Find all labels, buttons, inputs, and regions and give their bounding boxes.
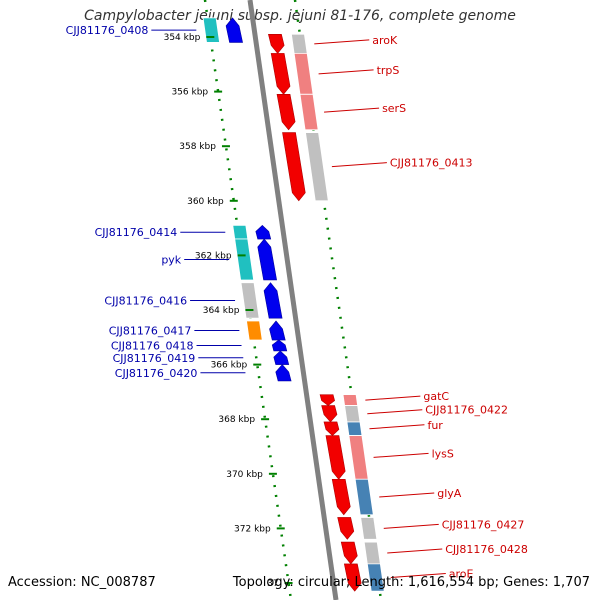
label-leader-line [331, 162, 387, 168]
feature-bar [342, 394, 359, 406]
gene-label-aroe: aroE [449, 568, 474, 581]
tick-marks: 354 kbp 356 kbp 358 kbp 360 kbp 362 kbp 364 k… [164, 33, 293, 589]
backbone-line [247, 0, 339, 600]
tick-label: 360 kbp [187, 197, 224, 207]
tick-label: 364 kbp [203, 306, 240, 316]
gene-label-lyss: lysS [432, 447, 454, 460]
accession-text: Accession: NC_008787 [8, 575, 156, 590]
left-dotted-line [203, 0, 293, 600]
gene-label-arok: aroK [372, 34, 398, 47]
gene-label-cjj81176-0428: CJJ81176_0428 [445, 543, 528, 556]
feature-bar [366, 563, 385, 592]
feature-bar [363, 541, 381, 565]
genome-summary-text: Topology: circular; Length: 1,616,554 bp… [232, 575, 590, 590]
gene-label-cjj81176-0417: CJJ81176_0417 [109, 324, 192, 337]
label-leader-line [373, 452, 429, 458]
label-leader-line [314, 39, 370, 45]
tick-label: 362 kbp [195, 251, 232, 261]
label-leader-line [367, 409, 423, 415]
gene-label-sers: serS [382, 102, 406, 115]
gene-label-cjj81176-0414: CJJ81176_0414 [95, 226, 178, 239]
gene-label-glya: glyA [437, 487, 462, 500]
gene-arrows [225, 17, 362, 592]
tick-label: 358 kbp [179, 142, 216, 152]
label-leader-line [390, 573, 446, 579]
feature-bar [344, 405, 361, 423]
tick-label: 368 kbp [218, 415, 255, 425]
tick-label: 366 kbp [211, 361, 248, 371]
gene-arrow-cjj81176-0418 [271, 339, 288, 352]
gene-label-pyk: pyk [161, 253, 181, 266]
tick-label: 372 kbp [234, 524, 271, 534]
gene-arrow-sers [276, 94, 296, 131]
label-leader-line [383, 523, 439, 529]
label-leader-line [387, 548, 443, 554]
gene-label-cjj81176-0418: CJJ81176_0418 [111, 339, 194, 352]
gene-arrow-lyss [325, 435, 346, 480]
gene-arrow-cjj81176-0420 [275, 364, 292, 382]
gene-arrow-cjj81176-0416 [263, 282, 283, 319]
gene-label-cjj81176-0427: CJJ81176_0427 [442, 518, 525, 531]
gene-arrow-cjj81176-0414 [255, 224, 272, 240]
gene-label-cjj81176-0413: CJJ81176_0413 [390, 157, 473, 170]
gene-label-cjj81176-0416: CJJ81176_0416 [104, 294, 187, 307]
gene-label-cjj81176-0419: CJJ81176_0419 [113, 352, 196, 365]
gene-arrow-cjj81176-0413 [282, 132, 306, 202]
gene-label-gatc: gatC [423, 390, 449, 403]
feature-bar [305, 132, 329, 202]
gene-arrow-trps [270, 53, 291, 95]
feature-bar [246, 320, 263, 341]
label-leader-line [365, 395, 421, 401]
gene-arrow-aroe [343, 563, 362, 592]
gene-arrow-pyk [257, 238, 277, 281]
gene-label-fur: fur [427, 419, 443, 432]
tick-label: 356 kbp [171, 88, 208, 98]
gene-label-cjj81176-0420: CJJ81176_0420 [115, 367, 198, 380]
gene-arrow-cjj81176-0428 [340, 541, 358, 565]
feature-bar [348, 435, 369, 480]
gene-arrow-cjj81176-0427 [337, 517, 355, 540]
feature-bar [232, 224, 249, 240]
feature-bar [202, 17, 221, 43]
tick-label: 370 kbp [226, 470, 263, 480]
gene-arrow-arok [268, 33, 285, 54]
gene-arrow-fur [323, 421, 340, 436]
label-leader-line [369, 424, 425, 430]
feature-bar [360, 517, 378, 540]
label-leader-line [318, 69, 374, 75]
gene-labels: aroKtrpSserSCJJ81176_0413gatCCJJ81176_04… [66, 24, 528, 580]
gene-arrow-cjj81176-0422 [321, 405, 338, 423]
tick-label: 37 [267, 579, 278, 589]
gene-arrow-cjj81176-0408 [225, 17, 243, 43]
tick-label: 354 kbp [164, 33, 201, 43]
map-title: Campylobacter jejuni subsp. jejuni 81-17… [84, 8, 516, 24]
label-leader-line [379, 492, 435, 498]
feature-bar [299, 93, 319, 131]
gene-arrow-gatc [319, 394, 335, 406]
gene-label-cjj81176-0408: CJJ81176_0408 [66, 24, 149, 37]
feature-bar [293, 52, 314, 95]
gene-arrow-glya [331, 478, 351, 516]
feature-bar [240, 282, 260, 319]
feature-bars [202, 17, 385, 592]
gene-arrow-cjj81176-0419 [273, 350, 290, 365]
feature-bar [346, 421, 363, 436]
feature-bar [290, 33, 308, 54]
label-leader-line [324, 107, 380, 113]
feature-bar [354, 478, 374, 516]
gene-label-cjj81176-0422: CJJ81176_0422 [425, 404, 508, 417]
feature-bar [234, 238, 255, 281]
gene-label-trps: trpS [377, 64, 400, 77]
gene-arrow-cjj81176-0417 [269, 320, 286, 341]
